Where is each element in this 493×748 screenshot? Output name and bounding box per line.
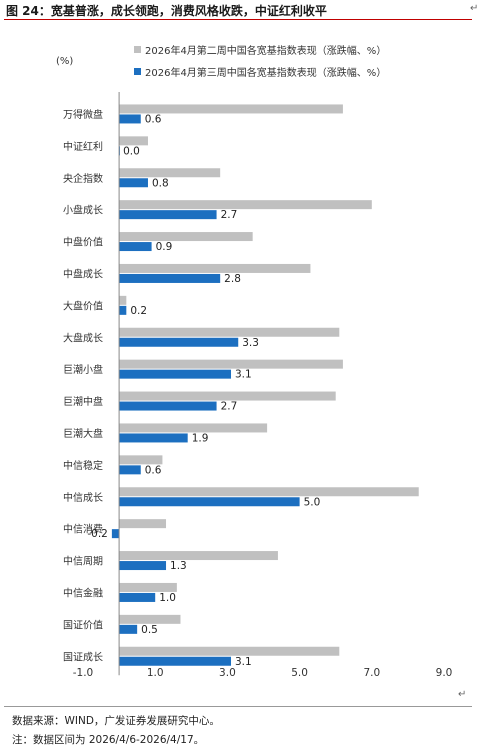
data-label: 0.2 (130, 305, 147, 317)
category-label: 巨潮小盘 (63, 363, 103, 376)
bar-week3 (119, 114, 141, 124)
date-range-note: 注：数据区间为 2026/4/6-2026/4/17。 (12, 734, 205, 746)
data-label: 3.1 (235, 369, 252, 381)
chart-legend: 2026年4月第二周中国各宽基指数表现（涨跌幅、%） 2026年4月第三周中国各… (134, 38, 386, 82)
bar-week2 (119, 614, 181, 624)
x-tick-label: 3.0 (219, 667, 236, 679)
bar-week3 (119, 592, 156, 602)
category-label: 巨潮大盘 (63, 427, 103, 440)
bar-week2 (119, 582, 177, 592)
category-label: 中信金融 (63, 586, 103, 599)
category-label: 万得微盘 (63, 108, 103, 121)
data-label: 3.1 (235, 656, 252, 668)
data-label: 0.6 (145, 464, 162, 476)
data-label: 0.0 (123, 145, 140, 157)
x-tick-label: -1.0 (73, 667, 94, 679)
source-note: 数据来源：WIND，广发证券发展研究中心。 (12, 715, 220, 727)
footer-divider (4, 706, 472, 707)
category-label: 大盘价值 (63, 299, 103, 312)
legend-swatch-week3 (134, 67, 141, 75)
bar-week3 (119, 273, 221, 283)
data-label: 1.9 (192, 432, 209, 444)
bar-chart: 万得微盘 0.6 中证红利 0.0 央企指数 0.8 小盘成长 2.7 中盘价值 0.9 中盘成长 2… (63, 92, 453, 679)
bar-week3 (119, 242, 152, 252)
data-label: 1.0 (159, 592, 176, 604)
title-divider (4, 19, 472, 20)
bar-week2 (119, 295, 127, 305)
bar-week3 (119, 401, 217, 411)
data-label: 5.0 (304, 496, 321, 508)
category-label: 巨潮中盘 (63, 395, 103, 408)
category-label: 中证红利 (63, 140, 103, 153)
data-label: 2.7 (221, 209, 238, 221)
data-label: 0.9 (156, 241, 173, 253)
category-label: 国证成长 (63, 651, 103, 663)
data-label: 0.8 (152, 177, 169, 189)
category-label: 央企指数 (63, 172, 103, 185)
bar-week2 (119, 263, 311, 273)
bar-week3 (119, 656, 232, 666)
category-label: 中信稳定 (63, 459, 103, 472)
legend-item-week3: 2026年4月第三周中国各宽基指数表现（涨跌幅、%） (134, 60, 386, 82)
category-label: 大盘成长 (63, 331, 103, 344)
x-tick-label: 5.0 (291, 667, 308, 679)
bar-week2 (119, 646, 340, 656)
x-tick-label: 1.0 (147, 667, 164, 679)
bar-week2 (119, 168, 221, 178)
x-tick-label: 9.0 (436, 667, 453, 679)
bar-week2 (119, 136, 148, 146)
bar-week2 (119, 327, 340, 337)
data-label: 0.6 (145, 113, 162, 125)
bar-week3 (119, 369, 232, 379)
category-label: 中盘价值 (63, 236, 103, 249)
data-label: 2.7 (221, 401, 238, 413)
bar-week3 (119, 497, 300, 507)
x-tick-label: 7.0 (363, 667, 380, 679)
chart-title: 图 24：宽基普涨，成长领跑，消费风格收跌，中证红利收平 (6, 4, 327, 18)
legend-item-week2: 2026年4月第二周中国各宽基指数表现（涨跌幅、%） (134, 38, 386, 60)
bar-week3 (119, 337, 239, 347)
bar-week2 (119, 104, 343, 114)
category-label: 中盘成长 (63, 267, 103, 280)
category-label: 国证价值 (63, 618, 103, 631)
bar-week2 (119, 391, 336, 401)
bar-week2 (119, 551, 278, 561)
category-label: 小盘成长 (63, 204, 103, 217)
data-label: 1.3 (170, 560, 187, 572)
bar-week2 (119, 423, 268, 433)
data-label: 2.8 (224, 273, 241, 285)
paragraph-mark-icon: ↵ (458, 689, 467, 700)
data-label: 0.5 (141, 624, 158, 636)
bar-week2 (119, 359, 343, 369)
category-label: 中信周期 (63, 555, 103, 568)
unit-label: (%) (56, 56, 74, 67)
bar-week3 (119, 178, 148, 188)
bar-week3 (119, 465, 141, 475)
bar-week2 (119, 487, 419, 497)
data-label: 3.3 (242, 337, 259, 349)
legend-swatch-week2 (134, 45, 141, 53)
category-label: 中信成长 (63, 491, 103, 504)
bar-week3 (119, 433, 188, 443)
bar-week2 (119, 232, 253, 242)
bar-week2 (119, 455, 163, 465)
bar-week3 (119, 624, 138, 634)
bar-week3 (119, 305, 127, 315)
category-label: 中信消费 (63, 523, 103, 536)
data-label: -0.2 (87, 528, 108, 540)
bar-week3 (119, 210, 217, 220)
legend-label-week2: 2026年4月第二周中国各宽基指数表现（涨跌幅、%） (145, 45, 387, 57)
bar-week2 (119, 519, 167, 529)
bar-week3 (111, 529, 120, 539)
legend-label-week3: 2026年4月第三周中国各宽基指数表现（涨跌幅、%） (145, 67, 387, 79)
bar-week3 (119, 561, 167, 571)
paragraph-mark-icon: ↵ (470, 3, 479, 14)
bar-week2 (119, 200, 372, 210)
